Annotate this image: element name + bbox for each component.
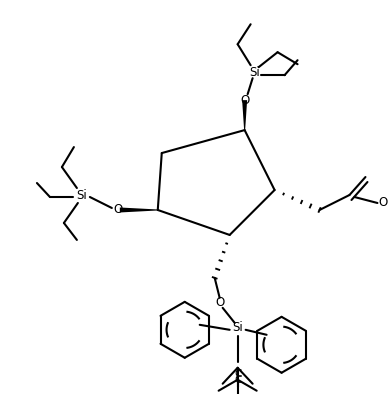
Text: O: O	[113, 203, 123, 216]
Text: O: O	[379, 197, 388, 210]
Text: C: C	[234, 375, 241, 385]
Text: Si: Si	[232, 321, 243, 334]
Text: Si: Si	[76, 188, 87, 201]
Text: O: O	[240, 94, 249, 107]
Text: Si: Si	[249, 66, 260, 79]
Polygon shape	[120, 208, 158, 212]
Polygon shape	[242, 100, 247, 130]
Text: C: C	[234, 369, 241, 379]
Text: O: O	[215, 296, 224, 309]
